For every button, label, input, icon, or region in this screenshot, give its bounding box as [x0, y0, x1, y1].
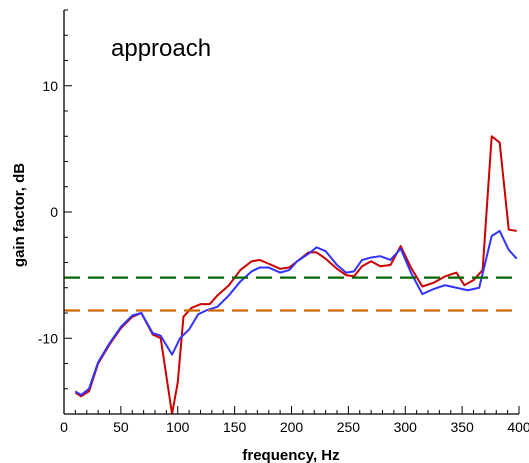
x-tick-label: 150 [223, 419, 247, 435]
x-tick-label: 400 [507, 419, 529, 435]
x-tick-label: 100 [166, 419, 190, 435]
y-tick-label: 0 [50, 204, 58, 220]
chart-annotation: approach [111, 35, 211, 62]
y-tick-label: -10 [38, 330, 58, 346]
x-tick-label: 50 [113, 419, 129, 435]
x-tick-label: 0 [60, 419, 68, 435]
x-tick-label: 250 [337, 419, 361, 435]
axes-layer: 0 50 100 150 200 250 300 350 400 -10 0 10 [38, 9, 529, 435]
series-line-1 [74, 135, 517, 414]
x-tick-label: 350 [450, 419, 474, 435]
x-tick-label: 300 [394, 419, 418, 435]
series-line-2 [74, 229, 518, 397]
x-axis-title: frequency, Hz [242, 447, 339, 463]
y-axis-title: gain factor, dB [11, 163, 28, 267]
series-layer [64, 135, 519, 414]
y-tick-label: 10 [42, 78, 58, 94]
x-tick-label: 200 [280, 419, 304, 435]
